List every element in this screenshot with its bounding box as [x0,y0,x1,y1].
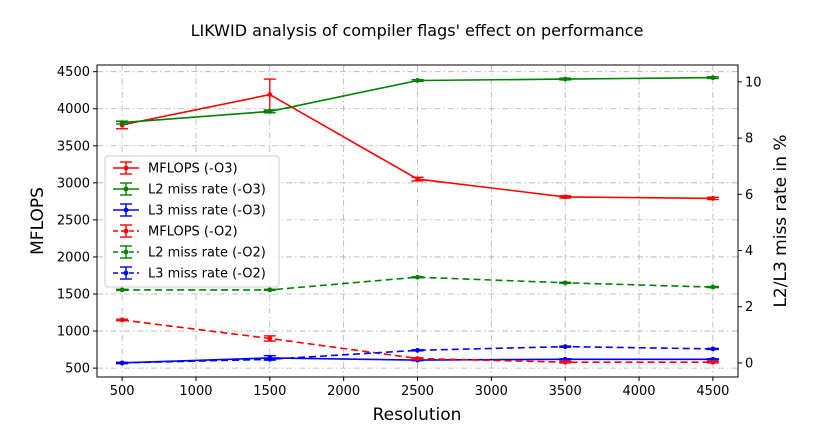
legend-label: L3 miss rate (-O3) [148,204,266,219]
data-point [119,317,125,323]
y-left-tick-label: 3000 [57,176,90,191]
grid [97,65,738,377]
legend-label: L2 miss rate (-O2) [148,246,266,261]
data-point [562,280,568,286]
data-point [710,346,716,352]
legend-swatch-marker [123,207,129,213]
data-point [415,78,420,83]
y-axis-label-right: L2/L3 miss rate in % [771,134,791,307]
legend-swatch-marker [123,249,129,255]
data-point [119,360,125,366]
y-right-tick-label: 0 [745,356,753,371]
series-layer [116,75,719,366]
x-tick-label: 2500 [401,384,434,399]
legend-box [104,155,280,288]
y-right-tick-label: 8 [745,132,753,147]
data-point [562,344,568,350]
y-left-tick-label: 2500 [57,213,90,228]
data-point [415,176,420,182]
data-point [415,356,420,361]
data-point [267,108,273,114]
x-tick-label: 1500 [253,384,286,399]
data-point [119,120,125,126]
legend: MFLOPS (-O3) L2 miss rate (-O3) L3 miss ra… [104,155,280,288]
data-point [562,194,568,200]
y-left-tick-label: 500 [65,362,90,377]
legend-label: L2 miss rate (-O3) [148,183,266,198]
y-left-tick-label: 4500 [57,65,90,80]
legend-swatch-marker [123,186,129,192]
data-point [710,359,716,365]
y-axis-label-left: MFLOPS [28,187,48,255]
x-tick-label: 1000 [179,384,212,399]
data-point [562,76,568,82]
data-point [710,75,716,81]
x-tick-label: 4500 [696,384,729,399]
y-left-tick-label: 1000 [57,325,90,340]
chart-title: LIKWID analysis of compiler flags' effec… [191,21,644,40]
legend-label: L3 miss rate (-O2) [148,267,266,282]
y-left-tick-label: 3500 [57,139,90,154]
axes-layer: 500 1000 1500 2000 2500 3000 3500 4000 4500 500 10… [57,65,762,399]
data-point [267,92,273,98]
legend-swatch-marker [123,228,129,234]
data-point [562,359,568,365]
data-point [415,274,420,280]
data-point [267,287,273,293]
y-right-tick-label: 2 [745,300,753,315]
x-tick-label: 3500 [549,384,582,399]
x-tick-label: 2000 [327,384,360,399]
data-point [267,356,273,362]
y-left-tick-label: 2000 [57,250,90,265]
x-tick-label: 4000 [622,384,655,399]
x-tick-label: 3000 [475,384,508,399]
data-point [415,347,420,353]
y-left-tick-label: 4000 [57,102,90,117]
legend-swatch-marker [123,270,129,276]
legend-label: MFLOPS (-O3) [148,162,238,177]
x-axis-label: Resolution [373,405,462,425]
y-left-tick-label: 1500 [57,287,90,302]
data-point [267,336,273,341]
data-point [710,284,716,290]
data-point [119,287,125,293]
y-right-tick-label: 6 [745,188,753,203]
legend-swatch-marker [123,165,129,171]
x-tick-label: 500 [110,384,135,399]
legend-label: MFLOPS (-O2) [148,225,238,240]
data-point [710,195,716,201]
y-right-tick-label: 4 [745,244,753,259]
y-right-tick-label: 10 [745,75,762,90]
